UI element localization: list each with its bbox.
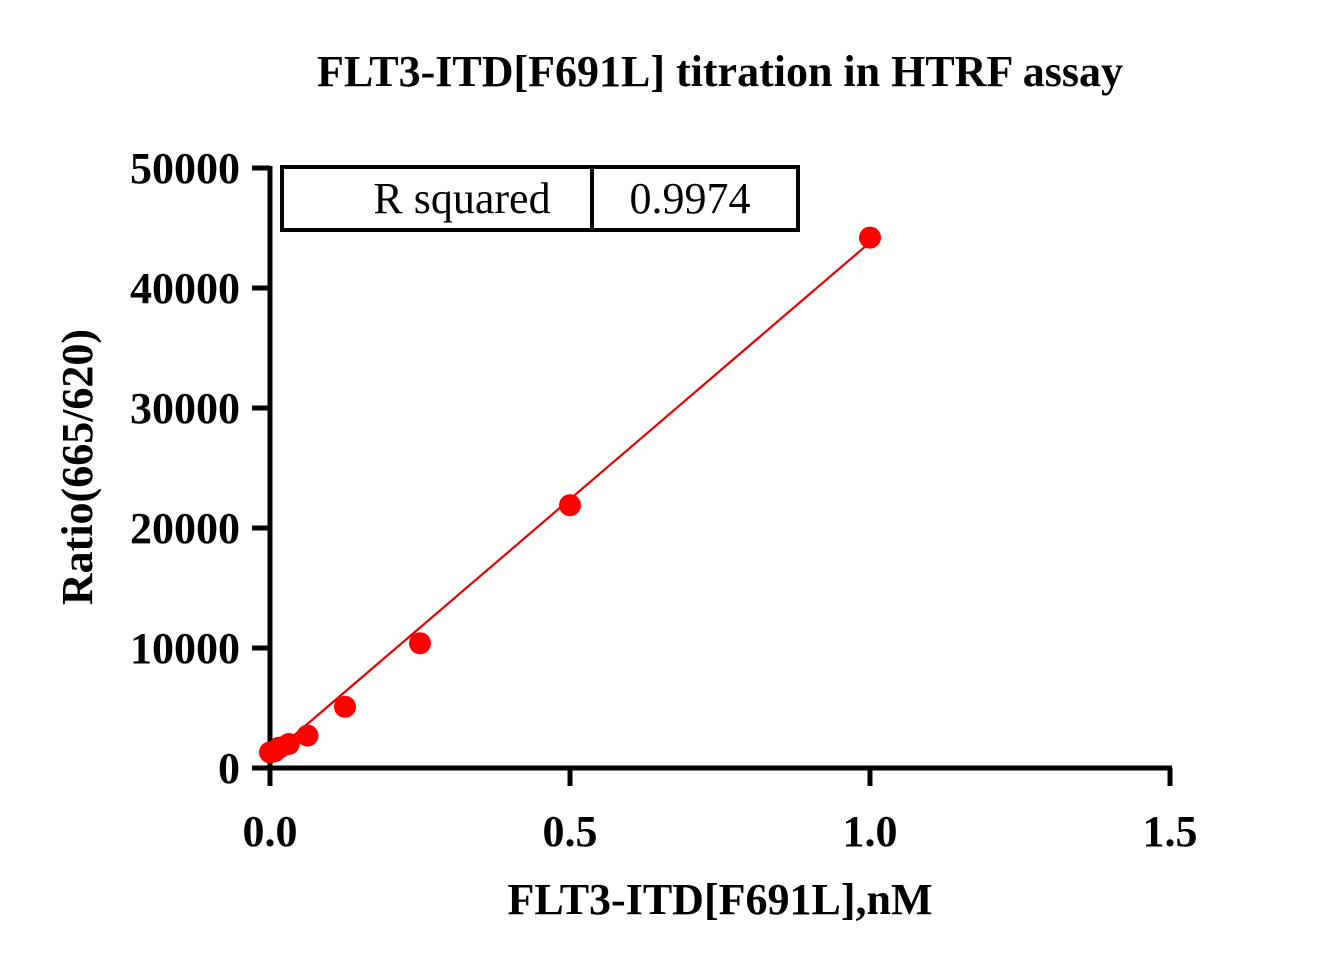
y-tick-label: 0 [218,744,240,793]
x-axis-label: FLT3-ITD[F691L],nM [508,875,933,924]
y-tick-label: 30000 [130,384,240,433]
data-point [334,695,356,718]
y-tick-label: 20000 [130,504,240,553]
x-ticks: 0.0 0.5 1.0 1.5 [243,768,1198,856]
y-tick-label: 40000 [130,264,240,313]
data-point [559,494,581,517]
chart-title: FLT3-ITD[F691L] titration in HTRF assay [317,47,1123,96]
data-point [296,724,319,747]
data-point [859,226,881,249]
stats-value: 0.9974 [630,174,751,223]
data-point [409,632,431,655]
axes [267,166,1172,771]
x-tick-label: 1.0 [843,807,898,856]
x-tick-label: 0.0 [243,807,298,856]
stats-table: R squared 0.9974 [280,165,800,232]
y-ticks: 0 10000 20000 30000 40000 50000 [130,144,270,793]
data-points [259,226,881,764]
stats-label: R squared [373,174,550,223]
y-tick-label: 50000 [130,144,240,193]
x-tick-label: 0.5 [543,807,598,856]
y-axis-label: Ratio(665/620) [53,329,102,605]
y-tick-label: 10000 [130,624,240,673]
data-point [277,733,300,755]
x-tick-label: 1.5 [1143,807,1198,856]
stats-table-frame [280,165,800,232]
